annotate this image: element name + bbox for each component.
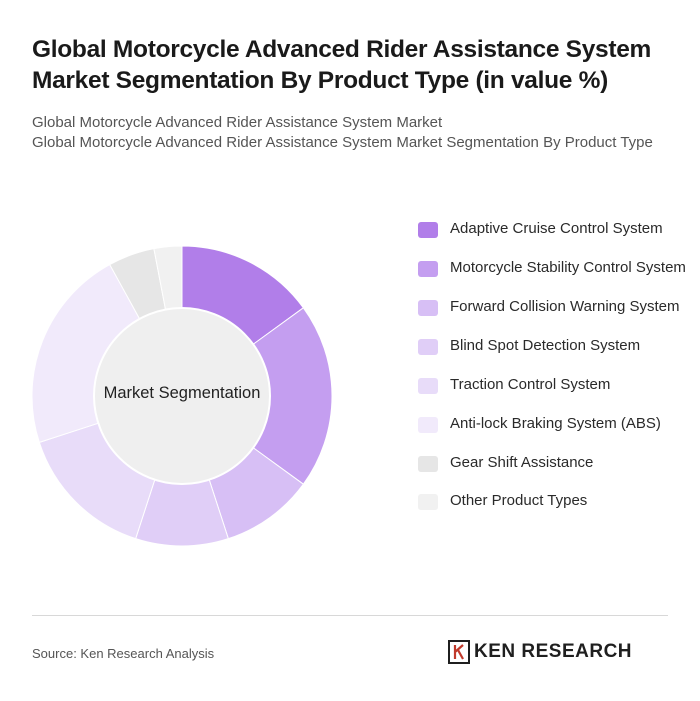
legend-item: Forward Collision Warning System [418, 296, 688, 318]
legend-swatch [418, 378, 438, 394]
legend-label: Blind Spot Detection System [450, 337, 641, 354]
legend-item: Anti-lock Braking System (ABS) [418, 413, 688, 435]
legend-swatch [418, 456, 438, 472]
subtitle-line-2: Global Motorcycle Advanced Rider Assista… [32, 134, 653, 151]
legend-swatch [418, 494, 438, 510]
legend-label: Traction Control System [450, 376, 611, 393]
logo-text: KEN RESEARCH [474, 641, 633, 662]
ken-research-logo: KEN RESEARCH [448, 640, 632, 664]
legend-swatch [418, 300, 438, 316]
legend-swatch [418, 222, 438, 238]
legend-label: Adaptive Cruise Control System [450, 220, 663, 237]
legend-swatch [418, 339, 438, 355]
legend-label: Motorcycle Stability Control System [450, 259, 686, 276]
subtitle-line-1: Global Motorcycle Advanced Rider Assista… [32, 114, 443, 131]
footer-divider [32, 615, 668, 616]
chart-title: Global Motorcycle Advanced Rider Assista… [32, 36, 652, 94]
legend-item: Traction Control System [418, 374, 688, 396]
legend-label: Gear Shift Assistance [450, 454, 594, 471]
legend-item: Gear Shift Assistance [418, 452, 688, 474]
legend-item: Adaptive Cruise Control System [418, 218, 688, 240]
legend-swatch [418, 417, 438, 433]
legend-item: Motorcycle Stability Control System [418, 257, 688, 279]
legend-swatch [418, 261, 438, 277]
source-note: Source: Ken Research Analysis [32, 646, 215, 661]
legend-label: Anti-lock Braking System (ABS) [450, 415, 661, 432]
ken-research-logo-icon [448, 640, 470, 664]
chart-legend: Adaptive Cruise Control System Motorcycle… [418, 218, 688, 512]
legend-label: Forward Collision Warning System [450, 298, 680, 315]
legend-item: Other Product Types [418, 490, 688, 512]
legend-label: Other Product Types [450, 492, 588, 509]
donut-center-label: Market Segmentation [103, 384, 261, 402]
chart-subtitle: Global Motorcycle Advanced Rider Assista… [32, 113, 662, 153]
legend-item: Blind Spot Detection System [418, 335, 688, 357]
donut-hole [93, 307, 271, 485]
donut-chart [31, 245, 333, 547]
